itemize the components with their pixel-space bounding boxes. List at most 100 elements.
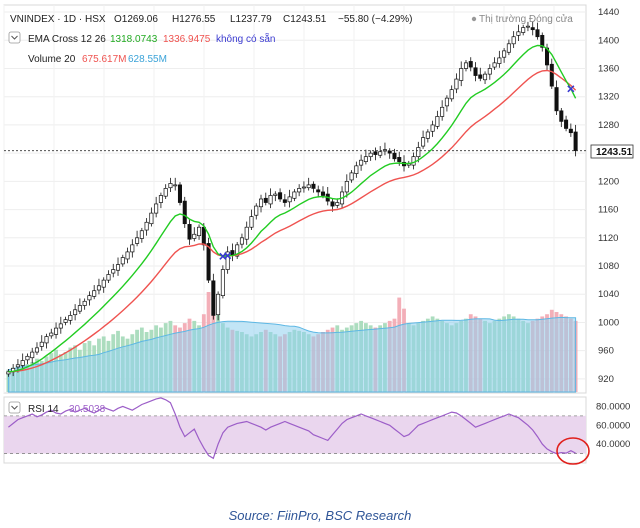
ohlc-close: C1243.51 [283,14,327,25]
market-status-dot [471,16,477,22]
candle-body [392,152,397,160]
candle-body [521,27,526,33]
candle-body [573,131,578,152]
price-tick-label: 1400 [598,35,619,46]
candle-body [549,63,554,87]
candle-body [263,197,268,203]
candle-body [139,230,144,239]
candle-body [68,315,73,321]
candle-body [216,293,221,316]
candle-body [144,221,149,231]
candle-body [258,198,264,208]
last-price-value: 1243.51 [596,147,633,158]
candle-body [111,269,116,274]
market-status: Thị trường Đóng cửa [479,13,573,25]
candle-body [349,172,354,181]
price-tick-label: 1200 [598,176,619,187]
ema-12-line [8,44,577,373]
candle-body [154,203,159,214]
candle-body [454,78,459,90]
candle-body [268,195,273,205]
ema-legend-label: EMA Cross 12 26 [28,34,106,45]
candle-body [34,347,40,353]
candle-body [354,165,359,174]
candle-body [254,205,259,216]
rsi-tick-label: 60.0000 [596,420,630,431]
rsi-tick-label: 40.0000 [596,439,630,450]
candle-body [311,183,316,189]
candle-body [197,226,202,237]
candle-body [249,216,254,228]
candle-body [421,137,426,147]
candle-body [282,199,287,203]
candle-body [335,202,340,206]
price-axis: 9209601000104010801120116012001240128013… [598,7,619,385]
candle-body [425,131,430,139]
candle-body [177,184,183,203]
candle-body [163,188,168,197]
candle-body [487,68,492,75]
ema-legend-toggle[interactable] [8,31,21,44]
candle-body [158,195,163,203]
candle-body [411,156,416,166]
candle-body [25,355,30,361]
source-caption: Source: FiinPro, BSC Research [228,508,412,523]
rsi-tick-label: 80.0000 [596,401,630,412]
candle-body [182,200,187,225]
candle-body [273,193,278,196]
candle-body [287,196,292,203]
candle-body [525,25,530,28]
candle-body [92,290,97,297]
ema-cross-marker [567,85,575,93]
ohlc-low: L1237.79 [230,14,272,25]
candle-body [149,212,154,225]
ohlc-change: −55.80 (−4.29%) [338,14,413,25]
candle-body [297,188,302,193]
last-price-tag [590,144,634,159]
candle-body [330,201,335,207]
candle-body [378,151,383,156]
rsi-legend-toggle[interactable] [8,401,21,414]
candle-body [320,191,326,196]
candle-body [492,62,497,68]
candle-body [530,27,535,31]
candle-body [440,106,445,117]
candle-body [468,61,473,68]
candle-body [359,159,364,166]
candle-body [368,152,373,158]
price-tick-label: 1160 [598,205,618,216]
candle-body [397,157,402,162]
candle-body [15,364,20,368]
candle-body [63,319,68,323]
ema-cross-markers [219,85,575,260]
candle-body [125,251,130,260]
candle-body [244,226,249,240]
candle-body [435,116,440,127]
candle-body [87,295,92,301]
volume-legend-label: Volume 20 [28,54,76,65]
rsi-legend-value: 30.5038 [69,404,106,415]
ema-cross-value: không có sẵn [216,32,276,45]
candle-body [58,323,63,329]
candle-body [459,68,464,81]
candle-body [306,184,311,189]
price-tick-label: 1000 [598,317,619,328]
candle-body [54,327,59,335]
candle-body [516,31,521,36]
candle-body [292,191,297,199]
candle-body [478,74,483,79]
candle-body [373,151,378,155]
candle-body [39,341,44,347]
price-tick-label: 920 [598,374,614,385]
candle-body [316,189,321,193]
volume-ma-area [7,316,577,393]
candle-body [220,269,225,296]
candle-body [20,360,25,366]
ema-26-line [8,69,577,373]
candle-body [6,371,11,375]
candle-body [225,251,230,270]
candle-body [559,110,564,122]
candle-body [564,119,569,129]
candle-body [30,351,35,359]
vnindex-chart: 9209601000104010801120116012001240128013… [3,4,634,465]
